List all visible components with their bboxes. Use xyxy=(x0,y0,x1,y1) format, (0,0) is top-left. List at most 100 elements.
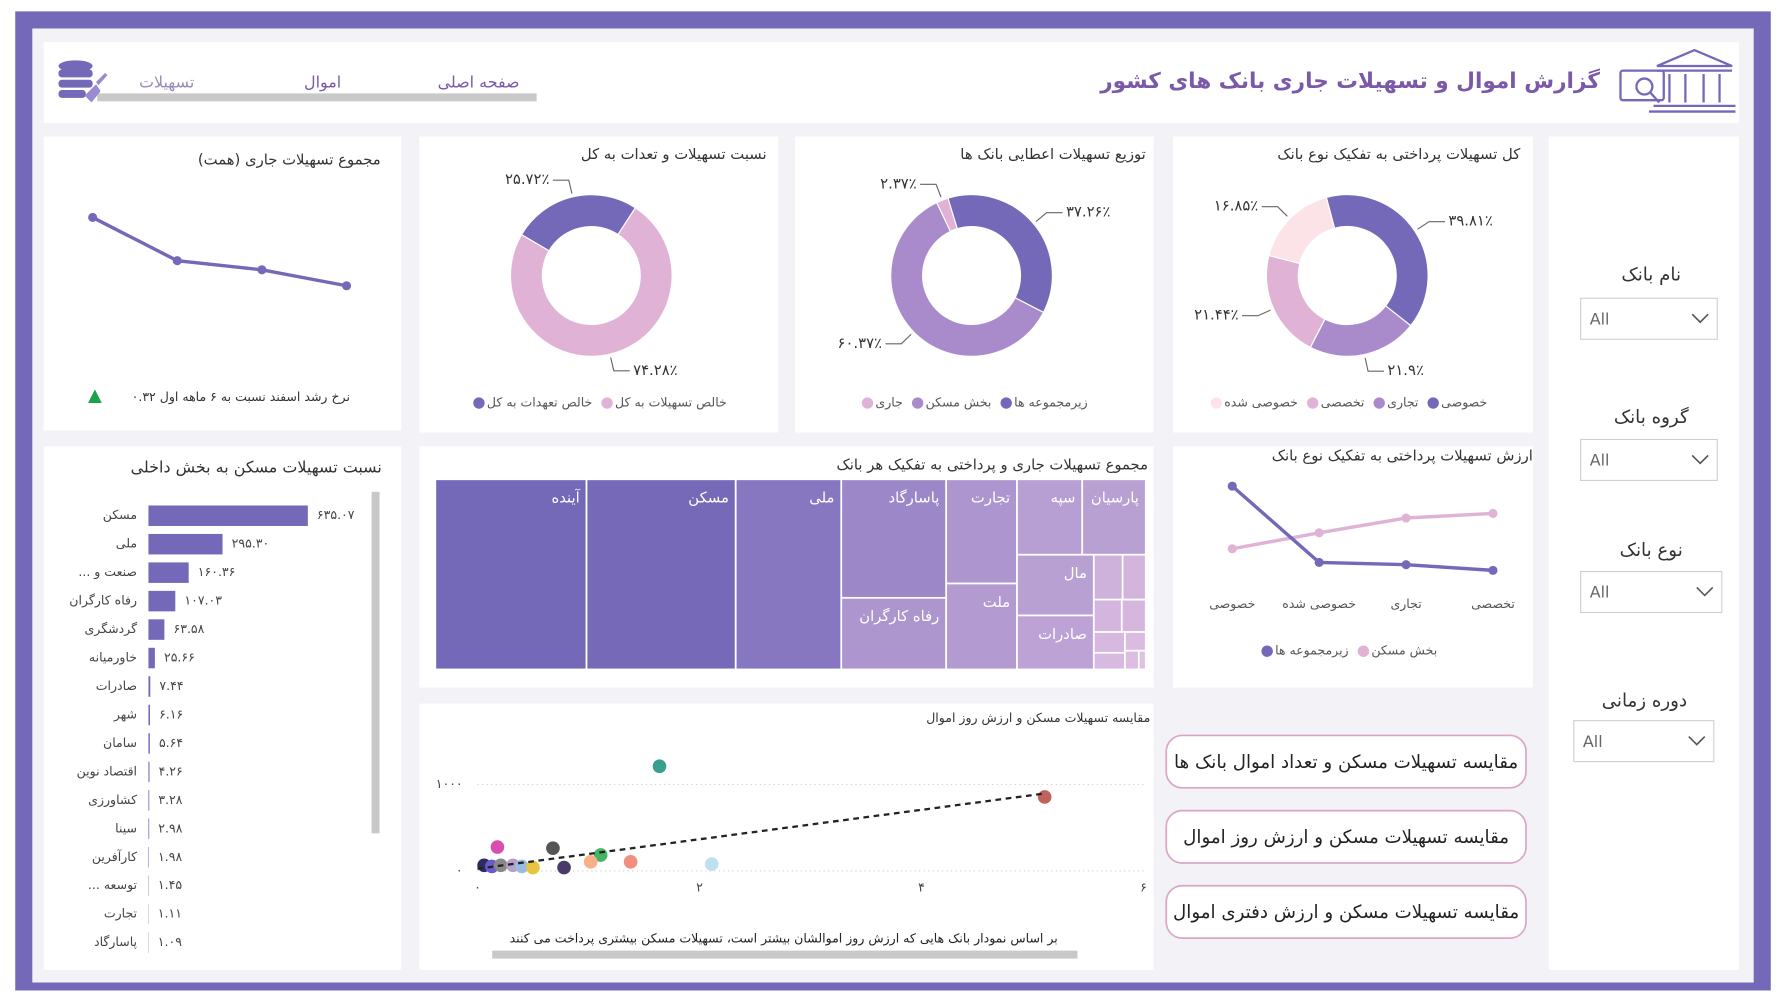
chart-title: نسبت تسهیلات و تعدات به کل xyxy=(581,146,767,163)
legend-label: تجاری xyxy=(1387,395,1419,411)
y-tick-label: ملی xyxy=(116,536,137,551)
data-label: ۳۷.۲۶٪ xyxy=(1066,204,1110,221)
scrollbar[interactable] xyxy=(492,950,1078,959)
cell-label: ملت xyxy=(983,594,1010,611)
y-tick-label: مسکن xyxy=(103,507,137,523)
legend-label: بخش مسکن xyxy=(1371,643,1437,659)
legend-label: خالص تسهیلات به کل xyxy=(615,395,727,411)
page-title: گزارش اموال و تسهیلات جاری بانک های کشور xyxy=(1099,68,1600,94)
slicer-box[interactable] xyxy=(1573,720,1715,763)
legend-label: خصوصی شده xyxy=(1224,395,1298,411)
legend-swatch xyxy=(1373,397,1385,409)
line xyxy=(91,215,347,288)
treemap-cell xyxy=(1124,649,1140,671)
panel xyxy=(1173,446,1533,688)
panel xyxy=(43,446,402,970)
data-label: ۳۹.۸۱٪ xyxy=(1448,213,1492,230)
data-label: ۲.۳۷٪ xyxy=(880,175,917,192)
nav-underline xyxy=(97,93,537,102)
line xyxy=(1231,511,1494,551)
point xyxy=(341,281,352,291)
leader-line xyxy=(885,333,912,345)
legend-label: خصوصی xyxy=(1441,395,1487,411)
bar xyxy=(148,505,308,526)
slicer-value: All xyxy=(1590,451,1610,470)
kpi-annotation: نرخ رشد اسفند نسبت به ۶ ماهه اول ۰.۳۲ xyxy=(132,389,350,405)
bar xyxy=(148,676,151,697)
point xyxy=(557,860,571,875)
point xyxy=(652,759,667,774)
chart-title: نسبت تسهیلات مسکن به بخش داخلی xyxy=(131,457,382,477)
button-label[interactable]: مقایسه تسهیلات مسکن و تعداد اموال بانک ه… xyxy=(1174,752,1518,773)
y-tick-label: خاورمیانه xyxy=(89,650,137,666)
data-label: ۷.۴۴ xyxy=(159,678,183,693)
legend-label: زیرمجموعه ها xyxy=(1275,643,1349,659)
treemap-cell xyxy=(1092,651,1126,671)
bar xyxy=(148,818,150,840)
cell-label: رفاه کارگران xyxy=(859,607,939,625)
data-label: ۱۶۰.۳۶ xyxy=(198,564,236,579)
slicer-label: نام بانک xyxy=(1621,265,1681,286)
treemap-cell xyxy=(1016,614,1095,671)
nav-item[interactable]: اموال xyxy=(304,73,341,93)
x-tick-label: خصوصی xyxy=(1209,596,1255,612)
leader-line xyxy=(552,179,573,194)
data-label: ۱.۰۹ xyxy=(158,934,182,949)
point xyxy=(526,860,540,875)
point xyxy=(1401,513,1411,523)
bar xyxy=(148,533,223,555)
slicer-box[interactable] xyxy=(1580,570,1723,614)
trend-line xyxy=(477,792,1045,870)
slicer-label: دوره زمانی xyxy=(1602,690,1687,711)
point xyxy=(623,855,638,869)
slicer-chevron xyxy=(1691,313,1709,324)
legend-swatch xyxy=(1000,397,1012,409)
nav-item[interactable]: صفحه اصلی xyxy=(438,73,520,92)
legend-swatch xyxy=(1261,645,1273,657)
bar xyxy=(148,619,165,640)
nav-button[interactable] xyxy=(1165,809,1527,864)
slicer-chevron xyxy=(1691,454,1709,465)
chart-note: بر اساس نمودار بانک هایی که ارزش روز امو… xyxy=(510,931,1058,947)
treemap-cell xyxy=(1092,598,1123,633)
y-tick-label: کارآفرین xyxy=(92,849,137,865)
leader-line xyxy=(1417,221,1445,230)
x-tick-label: تخصصی xyxy=(1471,596,1515,611)
cell-label: مال xyxy=(1064,565,1087,582)
chart-title: مجموع تسهیلات جاری و پرداختی به تفکیک هر… xyxy=(837,457,1148,474)
button-label[interactable]: مقایسه تسهیلات مسکن و ارزش دفتری اموال xyxy=(1173,902,1519,923)
data-label: ۶.۱۶ xyxy=(159,706,183,721)
legend-label: تخصصی xyxy=(1321,395,1365,410)
treemap-cell xyxy=(1092,553,1124,601)
point xyxy=(704,857,719,871)
bar xyxy=(148,647,155,669)
treemap-cell xyxy=(1081,478,1147,556)
x-tick-label: تجاری xyxy=(1390,596,1422,612)
y-tick-label: ۱۰۰۰ xyxy=(436,776,463,791)
data-label: ۲۵.۷۲٪ xyxy=(505,171,549,188)
treemap-cell xyxy=(1124,631,1147,652)
data-label: ۶۰.۳۷٪ xyxy=(838,335,882,352)
slicer-box[interactable] xyxy=(1580,297,1718,340)
chart-title: مجموع تسهیلات جاری (همت) xyxy=(198,152,381,169)
y-tick-label: ۰ xyxy=(456,862,463,877)
point xyxy=(257,265,267,275)
button-label[interactable]: مقایسه تسهیلات مسکن و ارزش روز اموال xyxy=(1183,827,1509,848)
point xyxy=(1227,544,1237,554)
chart-title: ارزش تسهیلات پرداختی به تفکیک نوع بانک xyxy=(1272,448,1533,465)
nav-button[interactable] xyxy=(1165,884,1527,939)
slicer-chevron xyxy=(1688,736,1706,746)
slicer-value: All xyxy=(1590,583,1610,602)
leader-line xyxy=(610,357,630,372)
treemap-cell xyxy=(1121,553,1147,601)
scrollbar[interactable] xyxy=(371,491,380,834)
data-label: ۲.۹۸ xyxy=(158,820,182,835)
point xyxy=(546,841,560,856)
slicer-box[interactable] xyxy=(1580,438,1718,482)
panel xyxy=(419,136,779,433)
data-label: ۱.۹۸ xyxy=(158,849,182,864)
slicer-value: All xyxy=(1583,732,1603,751)
nav-button[interactable] xyxy=(1165,734,1527,789)
nav-item[interactable]: تسهیلات xyxy=(139,73,194,93)
legend-swatch xyxy=(861,397,874,409)
